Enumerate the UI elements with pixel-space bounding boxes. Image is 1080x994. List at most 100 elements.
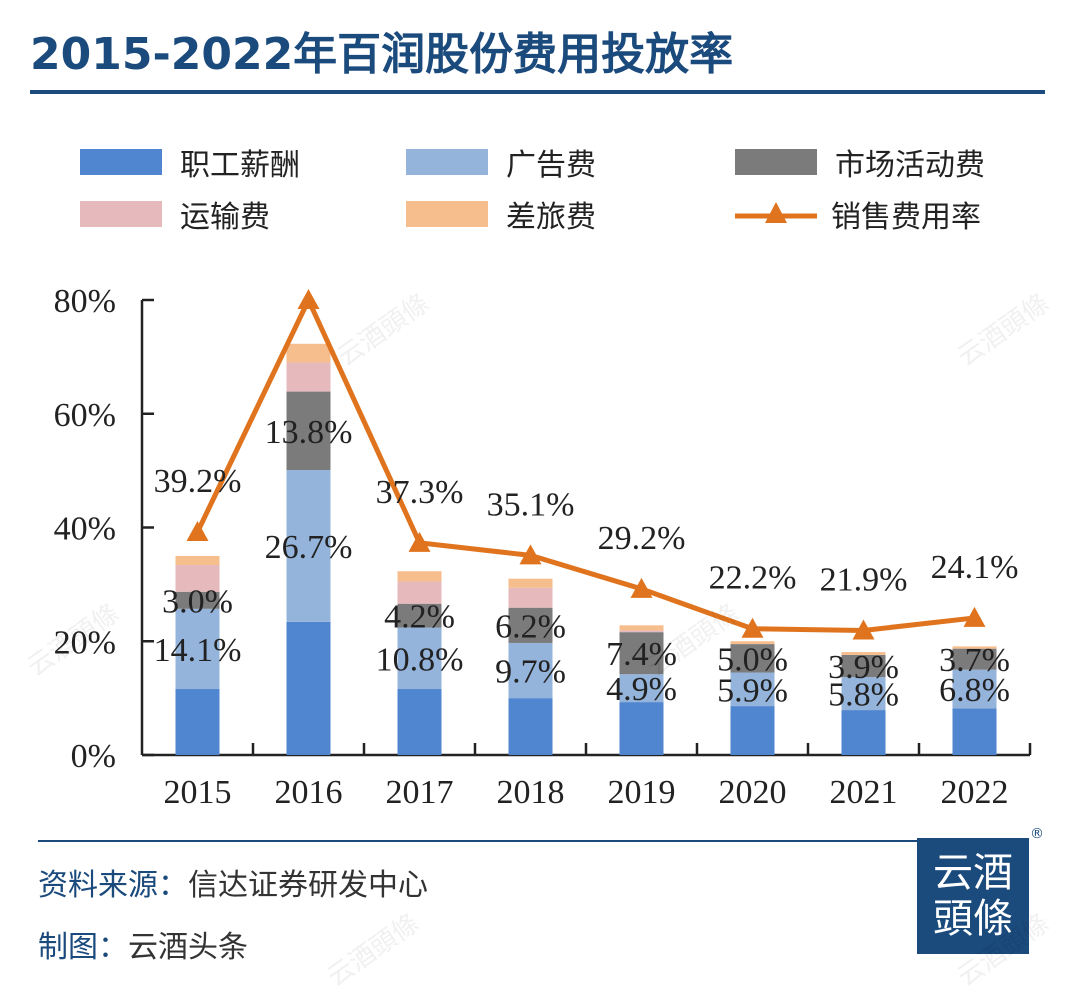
legend-swatch-salary <box>80 149 162 175</box>
sales-ratio-line <box>186 289 986 640</box>
bar-segment <box>619 632 664 675</box>
bar-segment <box>175 591 220 609</box>
logo-line-1: 云酒 <box>933 850 1013 896</box>
line-data-label: 39.2% <box>154 463 242 500</box>
legend-swatch-travel <box>406 201 488 227</box>
bar-segment <box>175 565 220 592</box>
stacked-bar-line-chart: 0% 20% 40% 60% 80% 2015 2016 2017 2018 2019 2020 20… <box>54 283 1032 811</box>
legend-item-advertising: 广告费 <box>406 140 596 184</box>
legend-swatch-marketing <box>735 149 817 175</box>
legend-item-freight: 运输费 <box>80 192 270 236</box>
bar-segment <box>619 625 664 631</box>
bar-segment <box>619 630 664 633</box>
maker-note: 制图：云酒头条 <box>38 922 248 966</box>
legend-item-travel: 差旅费 <box>406 192 596 236</box>
bar-segment <box>175 689 220 755</box>
bar-segment <box>508 642 553 699</box>
bar-segment <box>175 608 220 690</box>
bar-segment <box>397 581 442 604</box>
bar-segment <box>730 644 775 673</box>
bar-data-label: 6.8% <box>939 672 1010 709</box>
bar-segment <box>286 470 331 622</box>
bar-data-label: 3.7% <box>939 642 1010 679</box>
legend-swatch-freight <box>80 201 162 227</box>
bar-data-label: 3.9% <box>828 649 899 686</box>
legend-label-sales-expense-ratio: 销售费用率 <box>831 200 981 235</box>
bar-data-label: 5.0% <box>717 641 788 678</box>
bar-segment <box>841 654 886 678</box>
line-marker-triangle <box>741 617 764 638</box>
bar-segment <box>286 343 331 363</box>
bar-segment <box>952 646 997 649</box>
bar-data-label: 4.2% <box>384 599 455 636</box>
bar-segment <box>397 603 442 628</box>
y-tick-label: 80% <box>54 283 116 320</box>
bar-segment <box>730 672 775 707</box>
bar-segment <box>286 391 331 471</box>
bar-data-label: 10.8% <box>376 641 464 678</box>
bar-segment <box>508 607 553 643</box>
bar-data-label: 5.8% <box>828 677 899 714</box>
line-data-label: 21.9% <box>820 561 908 598</box>
x-tick-label: 2016 <box>275 774 343 811</box>
x-tick-label: 2020 <box>719 774 787 811</box>
bar-segment <box>730 641 775 645</box>
bar-data-label: 13.8% <box>265 414 353 451</box>
bar-segment <box>508 587 553 608</box>
legend-swatch-advertising <box>406 149 488 175</box>
x-tick-label: 2019 <box>608 774 676 811</box>
chart-title: 2015-2022年百润股份费用投放率 <box>30 29 734 80</box>
line-marker-triangle <box>963 606 986 627</box>
legend-line-triangle-icon <box>735 202 817 223</box>
bar-segment <box>286 621 331 755</box>
watermark: 云酒頭條 <box>322 908 425 993</box>
source-note: 资料来源：信达证券研发中心 <box>38 860 428 904</box>
bar-segment <box>952 648 997 670</box>
bar-data-label: 3.0% <box>162 583 233 620</box>
bar-segment <box>286 362 331 392</box>
line-data-label: 37.3% <box>376 474 464 511</box>
legend-label-freight: 运输费 <box>180 200 270 235</box>
bar-segment <box>841 677 886 711</box>
x-tick-label: 2018 <box>497 774 565 811</box>
line-data-label: 22.2% <box>709 560 797 597</box>
bar-segment <box>397 689 442 755</box>
bar-segment <box>952 708 997 755</box>
bar-segment <box>619 702 664 755</box>
legend-label-travel: 差旅费 <box>506 200 596 235</box>
bar-segment <box>175 555 220 566</box>
line-marker-triangle <box>408 531 431 552</box>
bar-data-label: 14.1% <box>154 632 242 669</box>
bar-segment <box>397 627 442 690</box>
line-marker-triangle <box>852 619 875 640</box>
bar-data-label: 7.4% <box>606 636 677 673</box>
x-tick-label: 2021 <box>830 774 898 811</box>
y-tick-label: 20% <box>54 624 116 661</box>
logo-line-2: 頭條 <box>933 896 1013 942</box>
line-marker-triangle <box>297 289 320 309</box>
bar-data-label: 26.7% <box>265 529 353 566</box>
legend-item-marketing: 市场活动费 <box>735 140 985 184</box>
data-labels: 14.1% 26.7% 10.8% 9.7% 4.9% 5.9% 5.8% 6.8% 3.0% 1… <box>154 414 1019 714</box>
line-data-label: 29.2% <box>598 520 686 557</box>
x-tick-label: 2022 <box>941 774 1009 811</box>
line-marker-triangle <box>519 544 542 565</box>
legend-label-advertising: 广告费 <box>506 148 596 183</box>
legend-item-sales-expense-ratio: 销售费用率 <box>735 192 981 236</box>
maker-key: 制图： <box>38 930 128 965</box>
legend-label-marketing: 市场活动费 <box>835 148 985 183</box>
bar-segment <box>508 578 553 588</box>
bar-data-label: 6.2% <box>495 608 566 645</box>
source-key: 资料来源： <box>38 868 188 903</box>
line-marker-triangle <box>186 521 209 542</box>
bar-segment <box>841 652 886 655</box>
x-tick-label: 2015 <box>164 774 232 811</box>
legend-item-salary: 职工薪酬 <box>80 140 300 184</box>
brand-logo: 云酒 頭條 <box>917 838 1029 954</box>
bar-segment <box>952 669 997 709</box>
bar-segment <box>619 674 664 703</box>
bar-segment <box>730 706 775 755</box>
x-tick-label: 2017 <box>386 774 454 811</box>
line-data-label: 35.1% <box>487 486 575 523</box>
source-value: 信达证券研发中心 <box>188 868 428 903</box>
